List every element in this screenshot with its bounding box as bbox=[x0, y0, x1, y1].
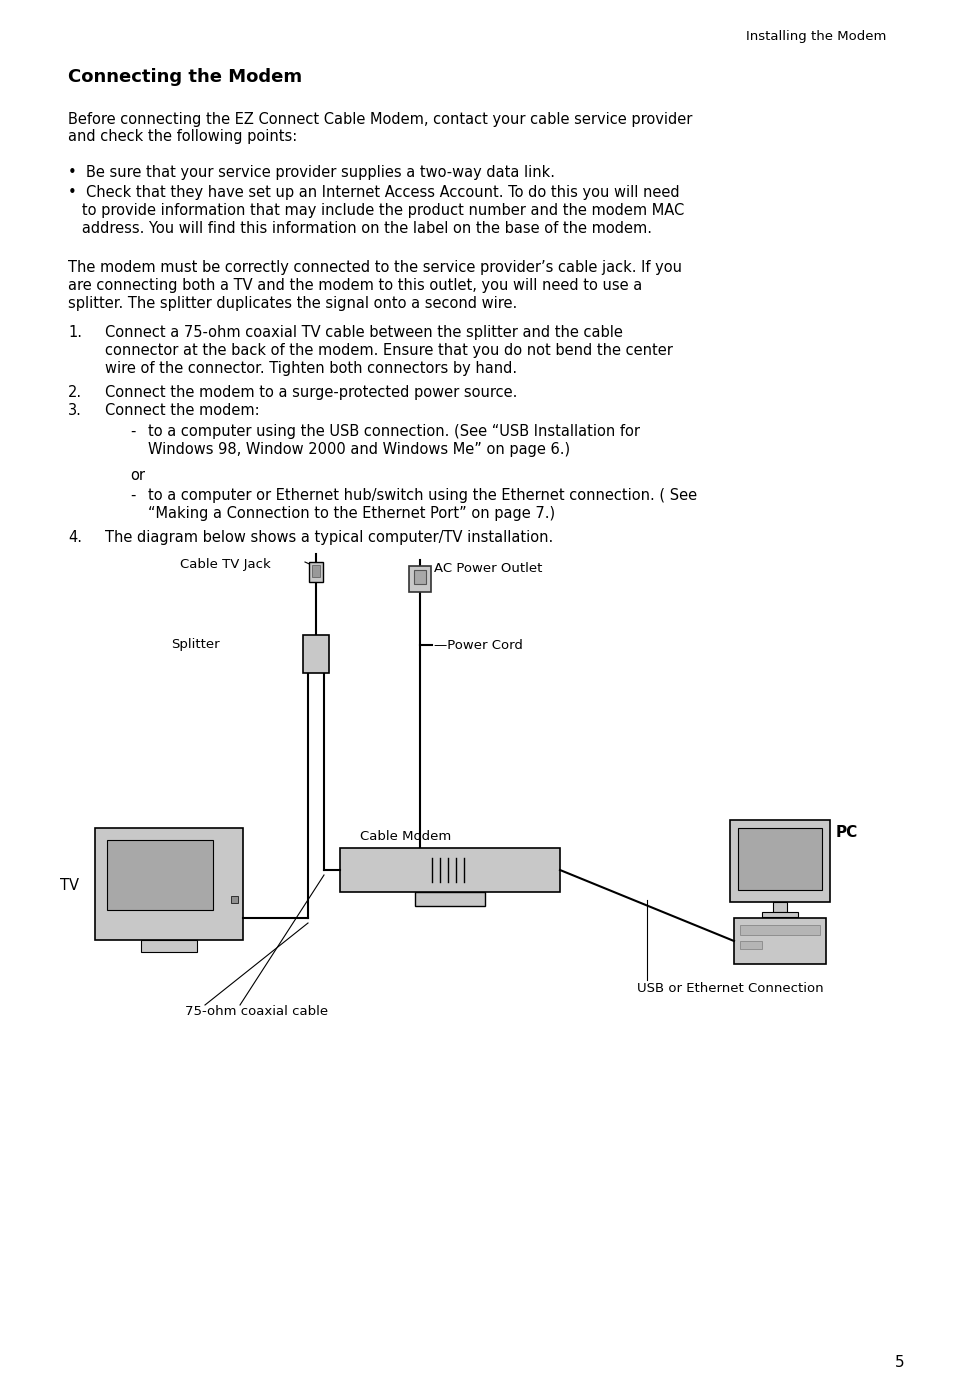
Text: 4.: 4. bbox=[68, 530, 82, 545]
Bar bbox=[95, 829, 243, 940]
Text: Before connecting the EZ Connect Cable Modem, contact your cable service provide: Before connecting the EZ Connect Cable M… bbox=[68, 112, 692, 144]
Text: TV: TV bbox=[60, 879, 79, 892]
Bar bbox=[409, 566, 431, 593]
Text: to provide information that may include the product number and the modem MAC: to provide information that may include … bbox=[68, 203, 683, 218]
Bar bbox=[740, 924, 820, 936]
Text: Connect a 75-ohm coaxial TV cable between the splitter and the cable: Connect a 75-ohm coaxial TV cable betwee… bbox=[105, 325, 622, 340]
Text: “Making a Connection to the Ethernet Port” on page 7.): “Making a Connection to the Ethernet Por… bbox=[148, 507, 555, 520]
Bar bbox=[740, 941, 761, 949]
Text: Connecting the Modem: Connecting the Modem bbox=[68, 68, 302, 86]
Text: connector at the back of the modem. Ensure that you do not bend the center: connector at the back of the modem. Ensu… bbox=[105, 343, 672, 358]
Bar bbox=[312, 565, 319, 577]
Text: splitter. The splitter duplicates the signal onto a second wire.: splitter. The splitter duplicates the si… bbox=[68, 296, 517, 311]
Text: Windows 98, Window 2000 and Windows Me” on page 6.): Windows 98, Window 2000 and Windows Me” … bbox=[148, 441, 570, 457]
Bar bbox=[414, 570, 426, 584]
Bar bbox=[738, 829, 821, 890]
Text: -: - bbox=[130, 489, 135, 502]
Bar bbox=[761, 912, 797, 917]
Bar bbox=[415, 892, 484, 906]
Bar bbox=[141, 940, 196, 952]
Text: Installing the Modem: Installing the Modem bbox=[745, 31, 885, 43]
Text: Cable Modem: Cable Modem bbox=[359, 830, 451, 843]
Bar bbox=[309, 562, 323, 582]
Text: Cable TV Jack: Cable TV Jack bbox=[180, 558, 271, 570]
Text: to a computer using the USB connection. (See “USB Installation for: to a computer using the USB connection. … bbox=[148, 423, 639, 439]
Bar bbox=[303, 634, 329, 673]
Bar bbox=[733, 917, 825, 965]
Text: •  Check that they have set up an Internet Access Account. To do this you will n: • Check that they have set up an Interne… bbox=[68, 185, 679, 200]
Bar bbox=[729, 820, 829, 902]
Text: 2.: 2. bbox=[68, 384, 82, 400]
Text: USB or Ethernet Connection: USB or Ethernet Connection bbox=[637, 981, 822, 995]
Bar bbox=[772, 902, 786, 912]
Text: —Power Cord: —Power Cord bbox=[434, 638, 522, 652]
Text: to a computer or Ethernet hub/switch using the Ethernet connection. ( See: to a computer or Ethernet hub/switch usi… bbox=[148, 489, 697, 502]
Text: are connecting both a TV and the modem to this outlet, you will need to use a: are connecting both a TV and the modem t… bbox=[68, 278, 641, 293]
Text: PC: PC bbox=[835, 824, 858, 840]
Text: address. You will find this information on the label on the base of the modem.: address. You will find this information … bbox=[68, 221, 651, 236]
Text: •  Be sure that your service provider supplies a two-way data link.: • Be sure that your service provider sup… bbox=[68, 165, 555, 180]
Text: 1.: 1. bbox=[68, 325, 82, 340]
Text: wire of the connector. Tighten both connectors by hand.: wire of the connector. Tighten both conn… bbox=[105, 361, 517, 376]
Text: 75-ohm coaxial cable: 75-ohm coaxial cable bbox=[185, 1005, 328, 1017]
Text: Connect the modem:: Connect the modem: bbox=[105, 403, 259, 418]
Bar bbox=[231, 897, 237, 904]
Text: or: or bbox=[130, 468, 145, 483]
Text: The diagram below shows a typical computer/TV installation.: The diagram below shows a typical comput… bbox=[105, 530, 553, 545]
Text: 5: 5 bbox=[894, 1355, 903, 1370]
Text: Connect the modem to a surge-protected power source.: Connect the modem to a surge-protected p… bbox=[105, 384, 517, 400]
Text: Splitter: Splitter bbox=[172, 638, 220, 651]
Bar bbox=[339, 848, 559, 892]
Bar bbox=[107, 840, 213, 911]
Text: 3.: 3. bbox=[68, 403, 82, 418]
Text: The modem must be correctly connected to the service provider’s cable jack. If y: The modem must be correctly connected to… bbox=[68, 260, 681, 275]
Text: AC Power Outlet: AC Power Outlet bbox=[434, 562, 542, 575]
Text: -: - bbox=[130, 423, 135, 439]
